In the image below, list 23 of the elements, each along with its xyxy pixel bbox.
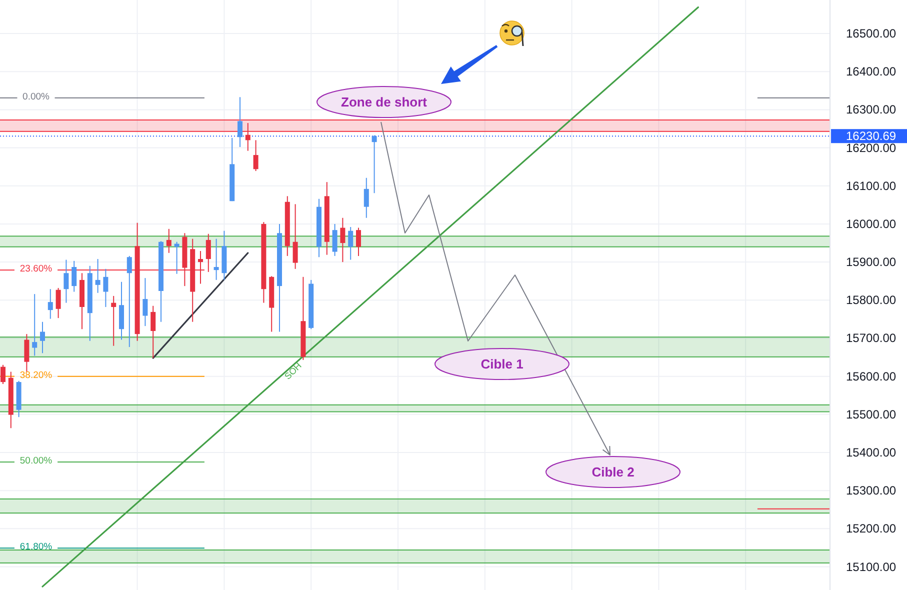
y-tick-label: 16000.00 <box>846 216 896 231</box>
annotation: 38.20% <box>20 370 53 381</box>
annotation: 50.00% <box>20 456 53 467</box>
y-tick-label: 15600.00 <box>846 369 896 384</box>
ref-line-label: 16230.69 <box>846 129 896 144</box>
annotation: Zone de short <box>341 94 428 110</box>
y-tick-label: 15800.00 <box>846 293 896 308</box>
y-tick-label: 16500.00 <box>846 26 896 41</box>
annotation: 23.60% <box>20 264 53 275</box>
y-tick-label: 15400.00 <box>846 446 896 460</box>
y-tick-label: 16300.00 <box>846 102 896 117</box>
annotation: 0.00% <box>22 91 50 102</box>
annotation: Cible 2 <box>592 464 634 480</box>
y-tick-label: 15900.00 <box>846 255 896 270</box>
y-tick-label: 16100.00 <box>846 178 896 193</box>
y-tick-label: 15500.00 <box>846 407 896 422</box>
annotation: Cible 1 <box>480 356 524 372</box>
y-tick-label: 15700.00 <box>846 331 896 346</box>
y-tick-label: 15200.00 <box>846 522 896 536</box>
y-tick-label: 15300.00 <box>846 484 896 498</box>
y-tick-label: 15100.00 <box>846 560 896 574</box>
y-tick-label: 16400.00 <box>846 64 896 79</box>
y-tick-label: 16200.00 <box>846 140 896 155</box>
